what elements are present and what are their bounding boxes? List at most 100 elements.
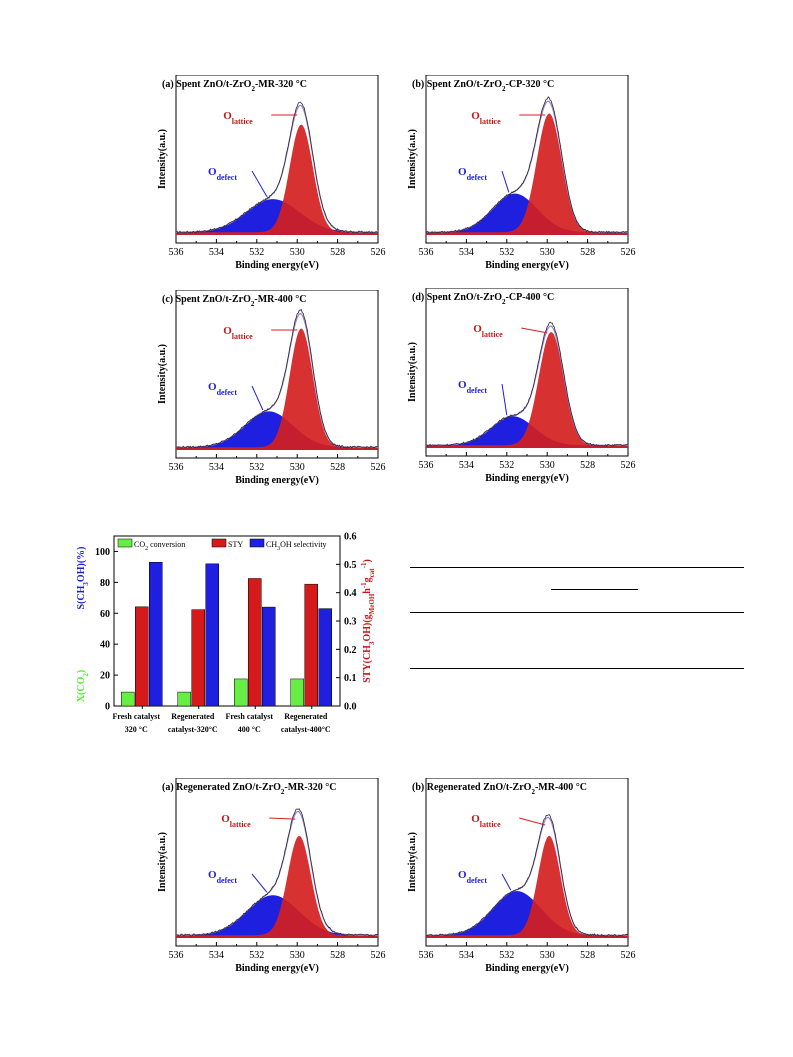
o-lattice-leader xyxy=(519,817,546,826)
x-tick-label: 530 xyxy=(290,462,305,473)
x-tick-label: 534 xyxy=(209,950,224,961)
x-tick-label: 530 xyxy=(290,247,305,258)
x-axis-label: Binding energy(eV) xyxy=(485,473,569,484)
bar-chart-svg: 0 20 40 60 80 100 0.0 0.1 0.2 0.3 0.4 0.5 0.6 Fresh c… xyxy=(76,532,376,735)
x-tick-label: 534 xyxy=(459,460,474,471)
right-y-tick-label: 0.4 xyxy=(344,588,357,599)
bar-co2-conversion xyxy=(121,691,135,707)
xps-plot: 536 534 532 530 528 526 Binding energy(eV) Inte… xyxy=(407,75,636,271)
o-lattice-leader xyxy=(521,327,548,334)
left-y-tick-label: 60 xyxy=(100,609,110,620)
right-y-tick-label: 0.3 xyxy=(344,617,357,628)
lattice-peak xyxy=(426,332,628,448)
o-lattice-label: Olattice xyxy=(223,110,253,126)
o-lattice-label: Olattice xyxy=(471,110,501,126)
x-tick-label: 528 xyxy=(580,460,595,471)
x-tick-label: 534 xyxy=(209,462,224,473)
category-label-line2: catalyst-400°C xyxy=(281,725,331,734)
x-tick-label: 534 xyxy=(459,247,474,258)
category-label-line2: 320 °C xyxy=(125,725,148,734)
o-defect-leader xyxy=(251,170,268,197)
xps-panel-b-spent-cp-320: 536 534 532 530 528 526 Binding energy(eV) Inte… xyxy=(400,75,640,275)
bar-ch3oh-selectivity xyxy=(318,608,332,707)
xps-panel-a-regenerated-mr-320: 536 534 532 530 528 526 Binding energy(eV) Inte… xyxy=(150,778,390,978)
bar-co2-conversion xyxy=(290,678,304,707)
bar-sty xyxy=(135,606,149,707)
x-tick-label: 534 xyxy=(459,950,474,961)
x-axis-label: Binding energy(eV) xyxy=(485,260,569,271)
bar-ch3oh-selectivity xyxy=(149,562,163,707)
raw-spectrum xyxy=(175,808,379,937)
lattice-peak xyxy=(176,835,378,938)
x-axis-label: Binding energy(eV) xyxy=(235,475,319,486)
left-y-tick-label: 0 xyxy=(105,702,110,713)
o-defect-label: Odefect xyxy=(208,381,237,397)
panel-title: (a) Regenerated ZnO/t-ZrO2-MR-320 °C xyxy=(162,782,336,796)
y-axis-label: Intensity(a.u.) xyxy=(407,129,418,189)
xps-panel-c-spent-mr-400: 536 534 532 530 528 526 Binding energy(eV) Inte… xyxy=(150,290,390,490)
left-y-axis-label-selectivity: S(CH3OH)(%) xyxy=(76,547,90,610)
x-tick-label: 534 xyxy=(209,247,224,258)
x-tick-label: 528 xyxy=(580,247,595,258)
o-defect-leader xyxy=(251,873,268,893)
table-header-rule xyxy=(410,612,744,613)
o-defect-label: Odefect xyxy=(208,166,237,182)
y-axis-label: Intensity(a.u.) xyxy=(157,832,168,892)
o-lattice-label: Olattice xyxy=(471,813,501,829)
o-lattice-label: Olattice xyxy=(473,323,503,339)
x-tick-label: 528 xyxy=(580,950,595,961)
o-defect-label: Odefect xyxy=(458,379,487,395)
bar-ch3oh-selectivity xyxy=(262,606,276,707)
y-axis-label: Intensity(a.u.) xyxy=(407,342,418,402)
o-defect-label: Odefect xyxy=(208,869,237,885)
category-label-line2: catalyst-320°C xyxy=(168,725,218,734)
x-tick-label: 528 xyxy=(330,462,345,473)
table-top-rule xyxy=(410,567,744,568)
x-axis-label: Binding energy(eV) xyxy=(235,260,319,271)
performance-bar-chart: 0 20 40 60 80 100 0.0 0.1 0.2 0.3 0.4 0.5 0.6 Fresh c… xyxy=(60,522,380,762)
right-y-tick-label: 0.5 xyxy=(344,560,357,571)
raw-spectrum xyxy=(175,308,379,449)
category-label-line1: Regenerated xyxy=(171,712,215,721)
lattice-peak xyxy=(426,113,628,235)
table-group-rule xyxy=(551,589,638,590)
o-lattice-leader xyxy=(269,817,296,820)
o-defect-label: Odefect xyxy=(458,166,487,182)
raw-spectrum xyxy=(425,96,629,234)
y-axis-label: Intensity(a.u.) xyxy=(407,832,418,892)
o-lattice-label: Olattice xyxy=(223,325,253,341)
legend-co2-conversion: CO2 conversion xyxy=(134,540,185,552)
x-tick-label: 530 xyxy=(540,950,555,961)
legend-swatch-sty xyxy=(211,538,227,548)
legend-swatch-co2 xyxy=(117,538,133,548)
category-label-line2: 400 °C xyxy=(238,725,261,734)
left-y-tick-label: 100 xyxy=(95,547,110,558)
x-tick-label: 536 xyxy=(419,950,434,961)
xps-plot: 536 534 532 530 528 526 Binding energy(eV) Inte… xyxy=(157,778,386,974)
x-tick-label: 532 xyxy=(499,460,514,471)
panel-title: (c) Spent ZnO/t-ZrO2-MR-400 °C xyxy=(162,294,306,308)
right-y-tick-label: 0.2 xyxy=(344,645,357,656)
bar-ch3oh-selectivity xyxy=(205,563,219,707)
y-axis-label: Intensity(a.u.) xyxy=(157,344,168,404)
x-tick-label: 526 xyxy=(371,247,386,258)
x-tick-label: 528 xyxy=(330,247,345,258)
bar-sty xyxy=(248,578,262,707)
bar-sty xyxy=(304,583,318,707)
right-y-tick-label: 0.1 xyxy=(344,673,357,684)
x-tick-label: 536 xyxy=(419,247,434,258)
x-axis-label: Binding energy(eV) xyxy=(485,963,569,974)
x-tick-label: 526 xyxy=(621,460,636,471)
x-tick-label: 532 xyxy=(249,950,264,961)
x-tick-label: 530 xyxy=(540,460,555,471)
x-tick-label: 526 xyxy=(621,950,636,961)
raw-spectrum xyxy=(425,814,629,937)
lattice-peak xyxy=(426,835,628,938)
xps-plot: 536 534 532 530 528 526 Binding energy(eV) Inte… xyxy=(157,290,386,486)
o-defect-leader xyxy=(501,873,512,891)
left-y-tick-label: 40 xyxy=(100,640,110,651)
right-y-tick-label: 0.6 xyxy=(344,532,357,543)
category-label-line1: Regenerated xyxy=(284,712,328,721)
x-tick-label: 530 xyxy=(540,247,555,258)
o-defect-leader xyxy=(501,383,508,416)
